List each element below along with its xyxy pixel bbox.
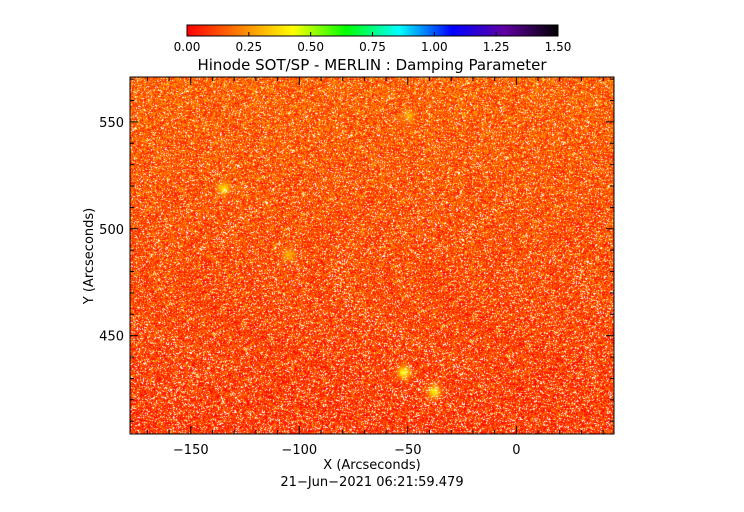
y-axis-ticks bbox=[130, 78, 614, 422]
colorbar-gradient bbox=[187, 25, 558, 36]
x-tick-label: −100 bbox=[281, 443, 317, 458]
colorbar-tick-label: 1.25 bbox=[483, 40, 510, 54]
x-tick-label: −150 bbox=[173, 443, 209, 458]
heatmap-image bbox=[130, 77, 614, 434]
chart-title: Hinode SOT/SP - MERLIN : Damping Paramet… bbox=[197, 56, 547, 74]
x-axis-tick-labels: −150 −100 −50 0 bbox=[173, 443, 521, 458]
y-axis-tick-labels: 450 500 550 bbox=[99, 116, 124, 345]
colorbar-tick-label: 0.50 bbox=[297, 40, 324, 54]
x-axis-label: X (Arcseconds) bbox=[323, 458, 420, 473]
x-tick-label: 0 bbox=[512, 443, 520, 458]
plot-frame bbox=[129, 76, 615, 435]
plot-area bbox=[129, 76, 615, 435]
y-tick-label: 550 bbox=[99, 116, 124, 131]
colorbar-ticks bbox=[186, 32, 559, 36]
colorbar-tick-labels: 0.00 0.25 0.50 0.75 1.00 1.25 1.50 bbox=[174, 40, 572, 54]
colorbar-tick-label: 0.00 bbox=[174, 40, 201, 54]
y-tick-label: 500 bbox=[99, 223, 124, 238]
y-tick-label: 450 bbox=[99, 330, 124, 345]
colorbar-tick-label: 1.00 bbox=[421, 40, 448, 54]
y-axis-label: Y (Arcseconds) bbox=[82, 208, 97, 305]
colorbar-tick-label: 1.50 bbox=[545, 40, 572, 54]
x-tick-label: −50 bbox=[394, 443, 421, 458]
x-axis-ticks bbox=[146, 77, 604, 434]
timestamp-footer: 21−Jun−2021 06:21:59.479 bbox=[280, 475, 463, 490]
colorbar-tick-label: 0.75 bbox=[359, 40, 386, 54]
colorbar-tick-label: 0.25 bbox=[235, 40, 262, 54]
colorbar: 0.00 0.25 0.50 0.75 1.00 1.25 1.50 bbox=[174, 24, 572, 54]
